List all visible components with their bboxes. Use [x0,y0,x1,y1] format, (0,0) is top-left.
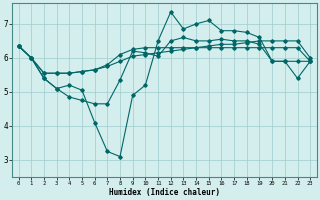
X-axis label: Humidex (Indice chaleur): Humidex (Indice chaleur) [109,188,220,197]
